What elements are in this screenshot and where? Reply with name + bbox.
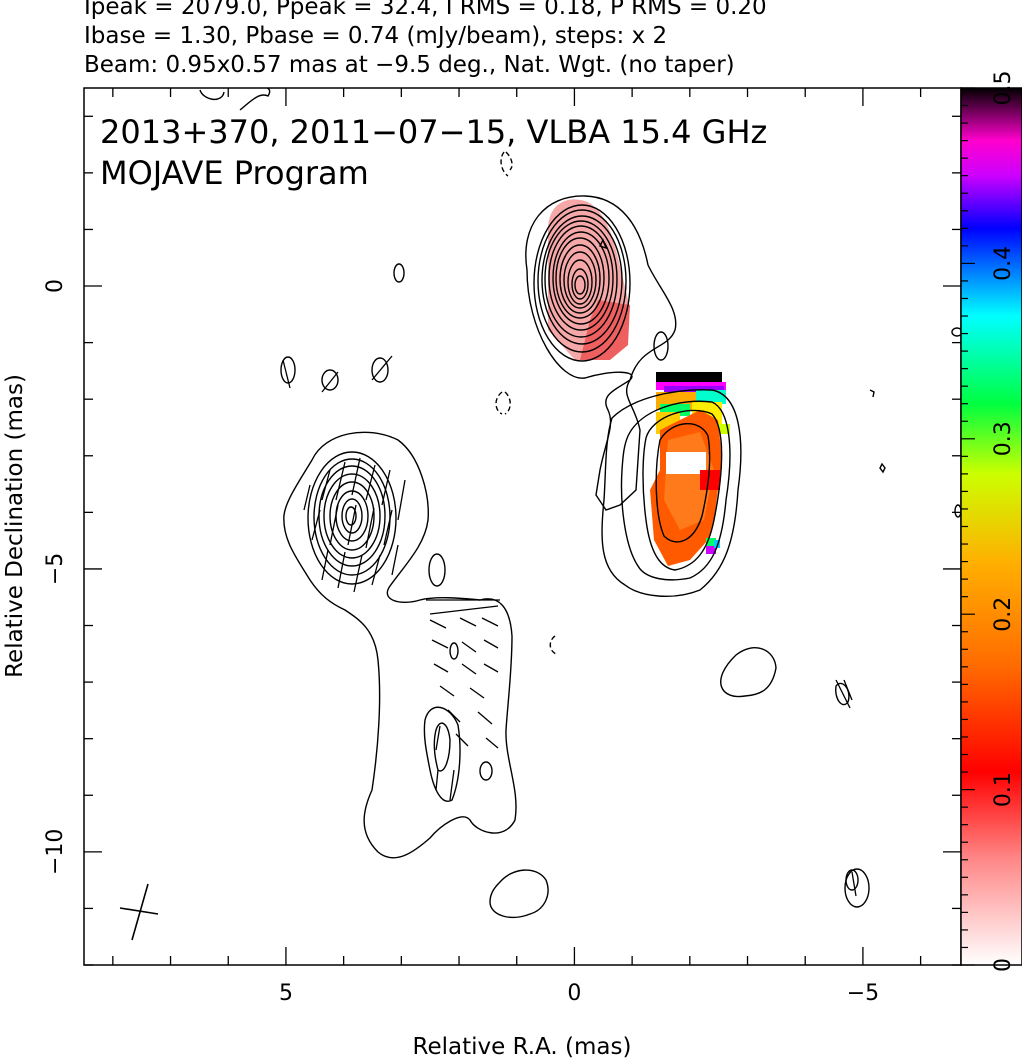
colorbar-tick-label: 0.4	[991, 246, 1016, 281]
jet-knot-contours	[601, 389, 742, 598]
colorbar-gradient	[960, 87, 1022, 966]
y-tick-label: 0	[43, 279, 68, 293]
x-tick-label: 5	[279, 981, 293, 1006]
y-axis-label: Relative Declination (mas)	[2, 374, 28, 678]
header-line-1: Ipeak = 2079.0, Ppeak = 32.4, I RMS = 0.…	[84, 0, 767, 20]
colorbar: 0 0.1 0.2 0.3 0.4 0.5	[960, 71, 1022, 972]
outlying-contours	[199, 88, 961, 919]
colorbar-tick-label: 0	[991, 958, 1016, 972]
axes: 5 0 −5 0 −5 −10	[43, 88, 961, 1006]
plot-frame	[83, 87, 962, 966]
map-layer: 2013+370, 2011−07−15, VLBA 15.4 GHz MOJA…	[100, 88, 961, 941]
x-axis-label: Relative R.A. (mas)	[413, 1034, 632, 1060]
map-title: 2013+370, 2011−07−15, VLBA 15.4 GHz	[100, 113, 767, 151]
east-knot-evpa-vectors	[303, 457, 406, 593]
outlying-vectors	[282, 355, 857, 897]
colorbar-ticks: 0 0.1 0.2 0.3 0.4 0.5	[961, 71, 1016, 972]
y-tick-label: −5	[43, 553, 68, 585]
core-contours	[525, 195, 677, 511]
header-line-2: Ibase = 1.30, Pbase = 0.74 (mJy/beam), s…	[84, 23, 668, 49]
map-subtitle: MOJAVE Program	[100, 154, 369, 192]
x-tick-label: −5	[847, 981, 879, 1006]
header-line-3: Beam: 0.95x0.57 mas at −9.5 deg., Nat. W…	[84, 52, 735, 78]
colorbar-tick-label: 0.5	[991, 71, 1016, 106]
x-tick-label: 0	[567, 981, 581, 1006]
extension-evpa-vectors	[426, 599, 500, 801]
y-tick-label: −10	[43, 829, 68, 875]
colorbar-tick-label: 0.3	[991, 421, 1016, 456]
restoring-beam	[119, 883, 159, 941]
colorbar-tick-label: 0.1	[991, 772, 1016, 807]
colorbar-tick-label: 0.2	[991, 597, 1016, 632]
